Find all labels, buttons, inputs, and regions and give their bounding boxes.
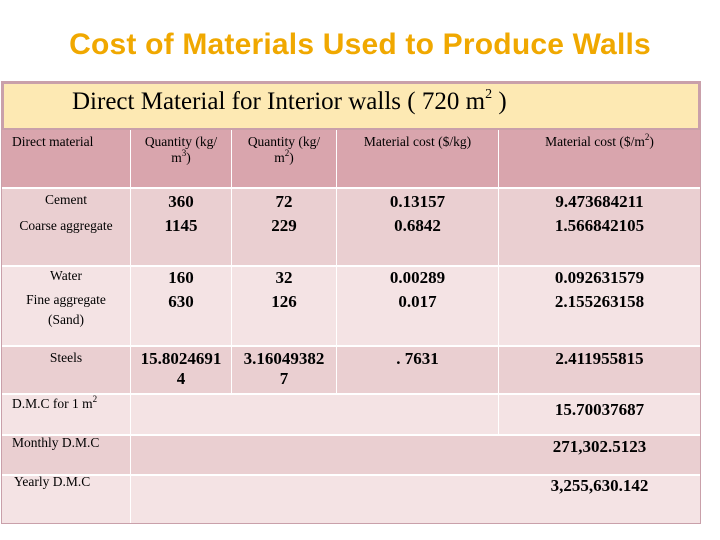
grid-line [231,130,232,394]
header-quantity-m2: Quantity (kg/ m2) [232,134,336,166]
cell-quantity-m2: 126 [271,292,297,311]
header-quantity-m3: Quantity (kg/ m3) [131,134,231,166]
cell-quantity-m3-line2: 4 [176,369,186,388]
cell-quantity-m3: 630 [168,292,194,311]
cell-cost-kg: . 7631 [396,349,439,368]
summary-monthly-value: 271,302.5123 [552,437,647,456]
grid-line [2,345,700,347]
cell-cost-m2: 0.092631579 [554,268,645,287]
summary-yearly-value: 3,255,630.142 [550,476,649,495]
cell-cost-kg: 0.6842 [394,216,441,235]
grid-line [2,434,700,436]
cell-material: Steels [49,350,83,365]
banner-text: Direct Material for Interior walls ( 720… [72,88,507,116]
cell-quantity-m3-line1: 15.8024691 [140,349,222,368]
materials-table: Direct Material for Interior walls ( 720… [1,81,701,524]
table-row [2,435,700,475]
table-row [2,346,700,394]
cell-quantity-m2: 72 [275,192,293,211]
cell-cost-kg: 0.13157 [389,192,446,211]
header-quantity-m2-line1: Quantity (kg/ [247,134,321,149]
cell-material: Cement [45,192,87,207]
banner-close: ) [492,88,507,115]
cell-material: Fine aggregate [26,292,106,307]
grid-line [130,130,131,523]
cell-cost-m2: 2.411955815 [555,349,644,368]
header-quantity-m2-line2: m2) [274,148,294,166]
grid-line [2,265,700,267]
cell-quantity-m3: 160 [168,268,194,287]
summary-dmc-1m2-label: D.M.C for 1 m2 [12,394,98,412]
summary-dmc-1m2-value: 15.70037687 [554,400,645,419]
grid-line [2,474,700,476]
grid-line [2,187,700,189]
banner-label: Direct Material for Interior walls ( 720… [72,88,486,115]
slide-title: Cost of Materials Used to Produce Walls [69,28,651,61]
cell-cost-kg: 0.00289 [389,268,446,287]
table-row [2,188,700,266]
table-row [2,475,700,523]
summary-monthly-label: Monthly D.M.C [12,435,100,450]
grid-line [336,130,337,394]
header-quantity-m3-line1: Quantity (kg/ [144,134,218,149]
cell-material: Coarse aggregate [19,218,113,233]
cell-cost-m2: 2.155263158 [554,292,645,311]
header-quantity-m3-line2: m3) [171,148,191,166]
cell-quantity-m2: 3.16049382 7 [232,349,336,389]
cell-quantity-m2-line1: 3.16049382 [243,349,325,368]
grid-line [2,393,700,395]
cell-cost-m2: 1.566842105 [554,216,645,235]
cell-quantity-m2: 32 [275,268,293,287]
header-direct-material: Direct material [12,134,94,149]
table-row [2,394,700,435]
grid-line [498,130,499,435]
summary-yearly-label: Yearly D.M.C [14,474,91,489]
cell-quantity-m3: 1145 [164,216,198,235]
cell-cost-m2: 9.473684211 [555,192,644,211]
banner-sup: 2 [485,87,493,102]
table-banner: Direct Material for Interior walls ( 720… [2,82,700,130]
cell-quantity-m3: 360 [168,192,194,211]
cell-quantity-m2-line2: 7 [279,369,289,388]
cell-quantity-m3: 15.8024691 4 [131,349,231,389]
header-material-cost-kg: Material cost ($/kg) [363,134,472,149]
cell-material: Water [50,268,82,283]
cell-quantity-m2: 229 [271,216,297,235]
header-row [2,130,700,188]
cell-cost-kg: 0.017 [398,292,437,311]
cell-material: (Sand) [48,312,84,327]
header-material-cost-m2: Material cost ($/m2) [545,132,654,150]
table-row [2,266,700,346]
